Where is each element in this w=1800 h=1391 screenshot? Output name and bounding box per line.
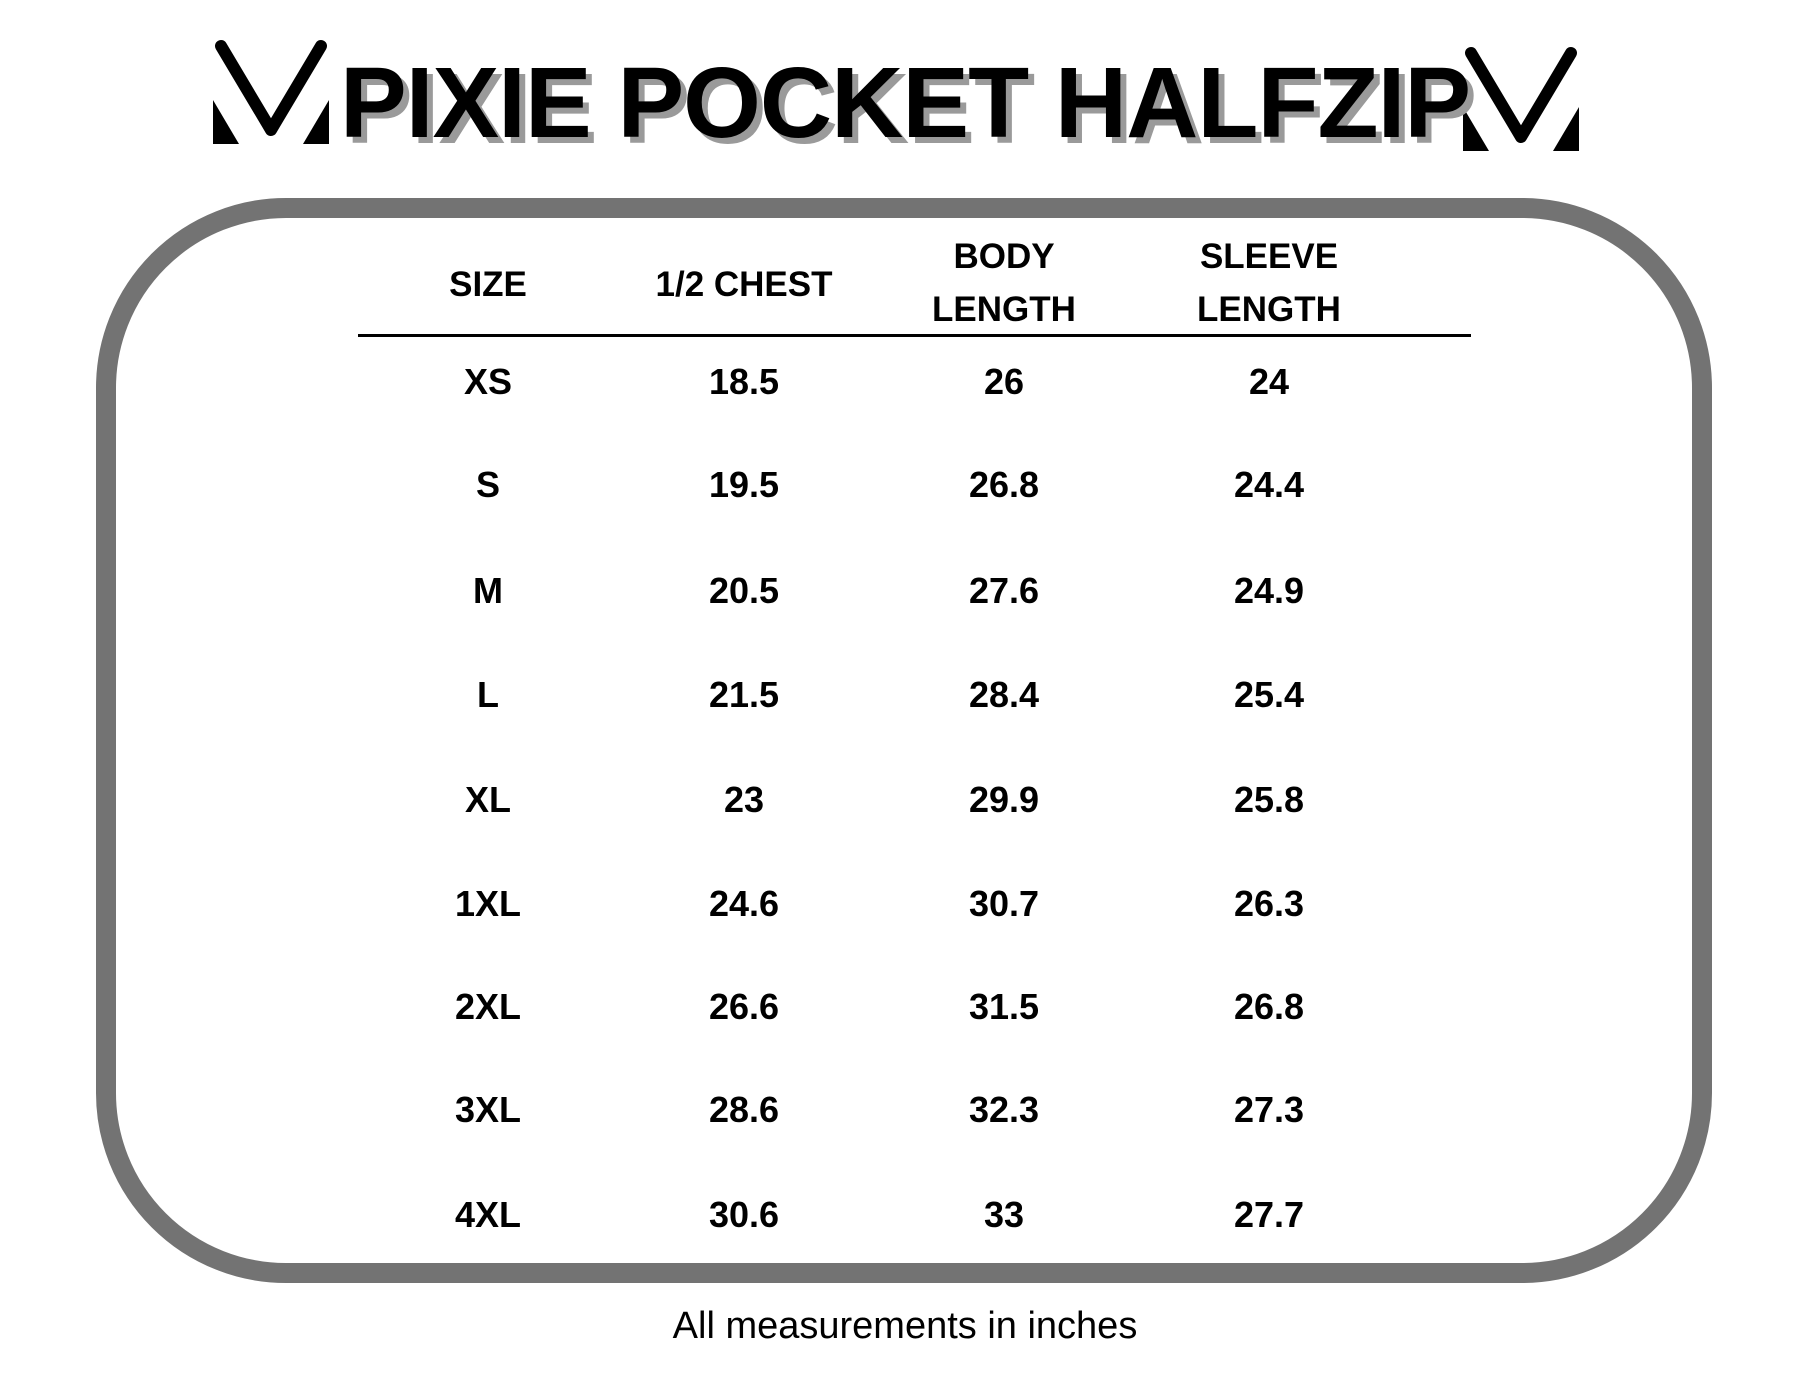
measurement-cell: 18.5 <box>708 361 780 402</box>
measurement-cell: 29.9 <box>968 779 1040 820</box>
measurement-cell: 25.8 <box>1233 779 1305 820</box>
measurement-cell: 27.6 <box>968 570 1040 611</box>
column-header: LENGTH <box>932 290 1076 329</box>
size-label: 3XL <box>454 1089 522 1130</box>
footnote: All measurements in inches <box>672 1305 1138 1347</box>
header-divider <box>358 334 1471 337</box>
measurement-cell: 21.5 <box>708 674 780 715</box>
measurement-cell: 28.6 <box>708 1089 780 1130</box>
size-label: M <box>473 570 503 611</box>
column-header: SLEEVE <box>1199 237 1339 276</box>
measurement-cell: 26.3 <box>1233 883 1305 924</box>
size-label: XS <box>463 361 513 402</box>
measurement-cell: 25.4 <box>1233 674 1305 715</box>
column-header: 1/2 CHEST <box>655 265 833 304</box>
measurement-cell: 26 <box>983 361 1025 402</box>
measurement-cell: 31.5 <box>968 986 1040 1027</box>
measurement-cell: 27.7 <box>1233 1194 1305 1235</box>
brand-logo-left-icon <box>213 38 329 144</box>
measurement-cell: 33 <box>983 1194 1025 1235</box>
measurement-cell: 23 <box>723 779 765 820</box>
measurement-cell: 24.4 <box>1233 464 1305 505</box>
measurement-cell: 28.4 <box>968 674 1040 715</box>
size-label: 1XL <box>454 883 522 924</box>
size-label: L <box>477 674 499 715</box>
page-title: PIXIE POCKET HALFZIP <box>340 47 1471 159</box>
size-chart-frame <box>96 198 1712 1283</box>
column-header: LENGTH <box>1197 290 1341 329</box>
size-label: 2XL <box>454 986 522 1027</box>
size-label: XL <box>464 779 511 820</box>
measurement-cell: 30.6 <box>708 1194 780 1235</box>
measurement-cell: 24 <box>1248 361 1290 402</box>
measurement-cell: 26.8 <box>968 464 1040 505</box>
column-header: SIZE <box>449 265 527 304</box>
measurement-cell: 20.5 <box>708 570 780 611</box>
measurement-cell: 26.8 <box>1233 986 1305 1027</box>
brand-logo-right-icon <box>1463 45 1579 151</box>
measurement-cell: 32.3 <box>968 1089 1040 1130</box>
size-label: 4XL <box>454 1194 522 1235</box>
column-header: BODY <box>953 237 1055 276</box>
size-label: S <box>475 464 500 505</box>
measurement-cell: 24.6 <box>708 883 780 924</box>
measurement-cell: 24.9 <box>1233 570 1305 611</box>
measurement-cell: 19.5 <box>708 464 780 505</box>
measurement-cell: 27.3 <box>1233 1089 1305 1130</box>
measurement-cell: 26.6 <box>708 986 780 1027</box>
measurement-cell: 30.7 <box>968 883 1040 924</box>
